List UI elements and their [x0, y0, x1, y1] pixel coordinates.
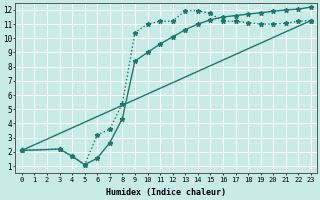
- X-axis label: Humidex (Indice chaleur): Humidex (Indice chaleur): [106, 188, 226, 197]
